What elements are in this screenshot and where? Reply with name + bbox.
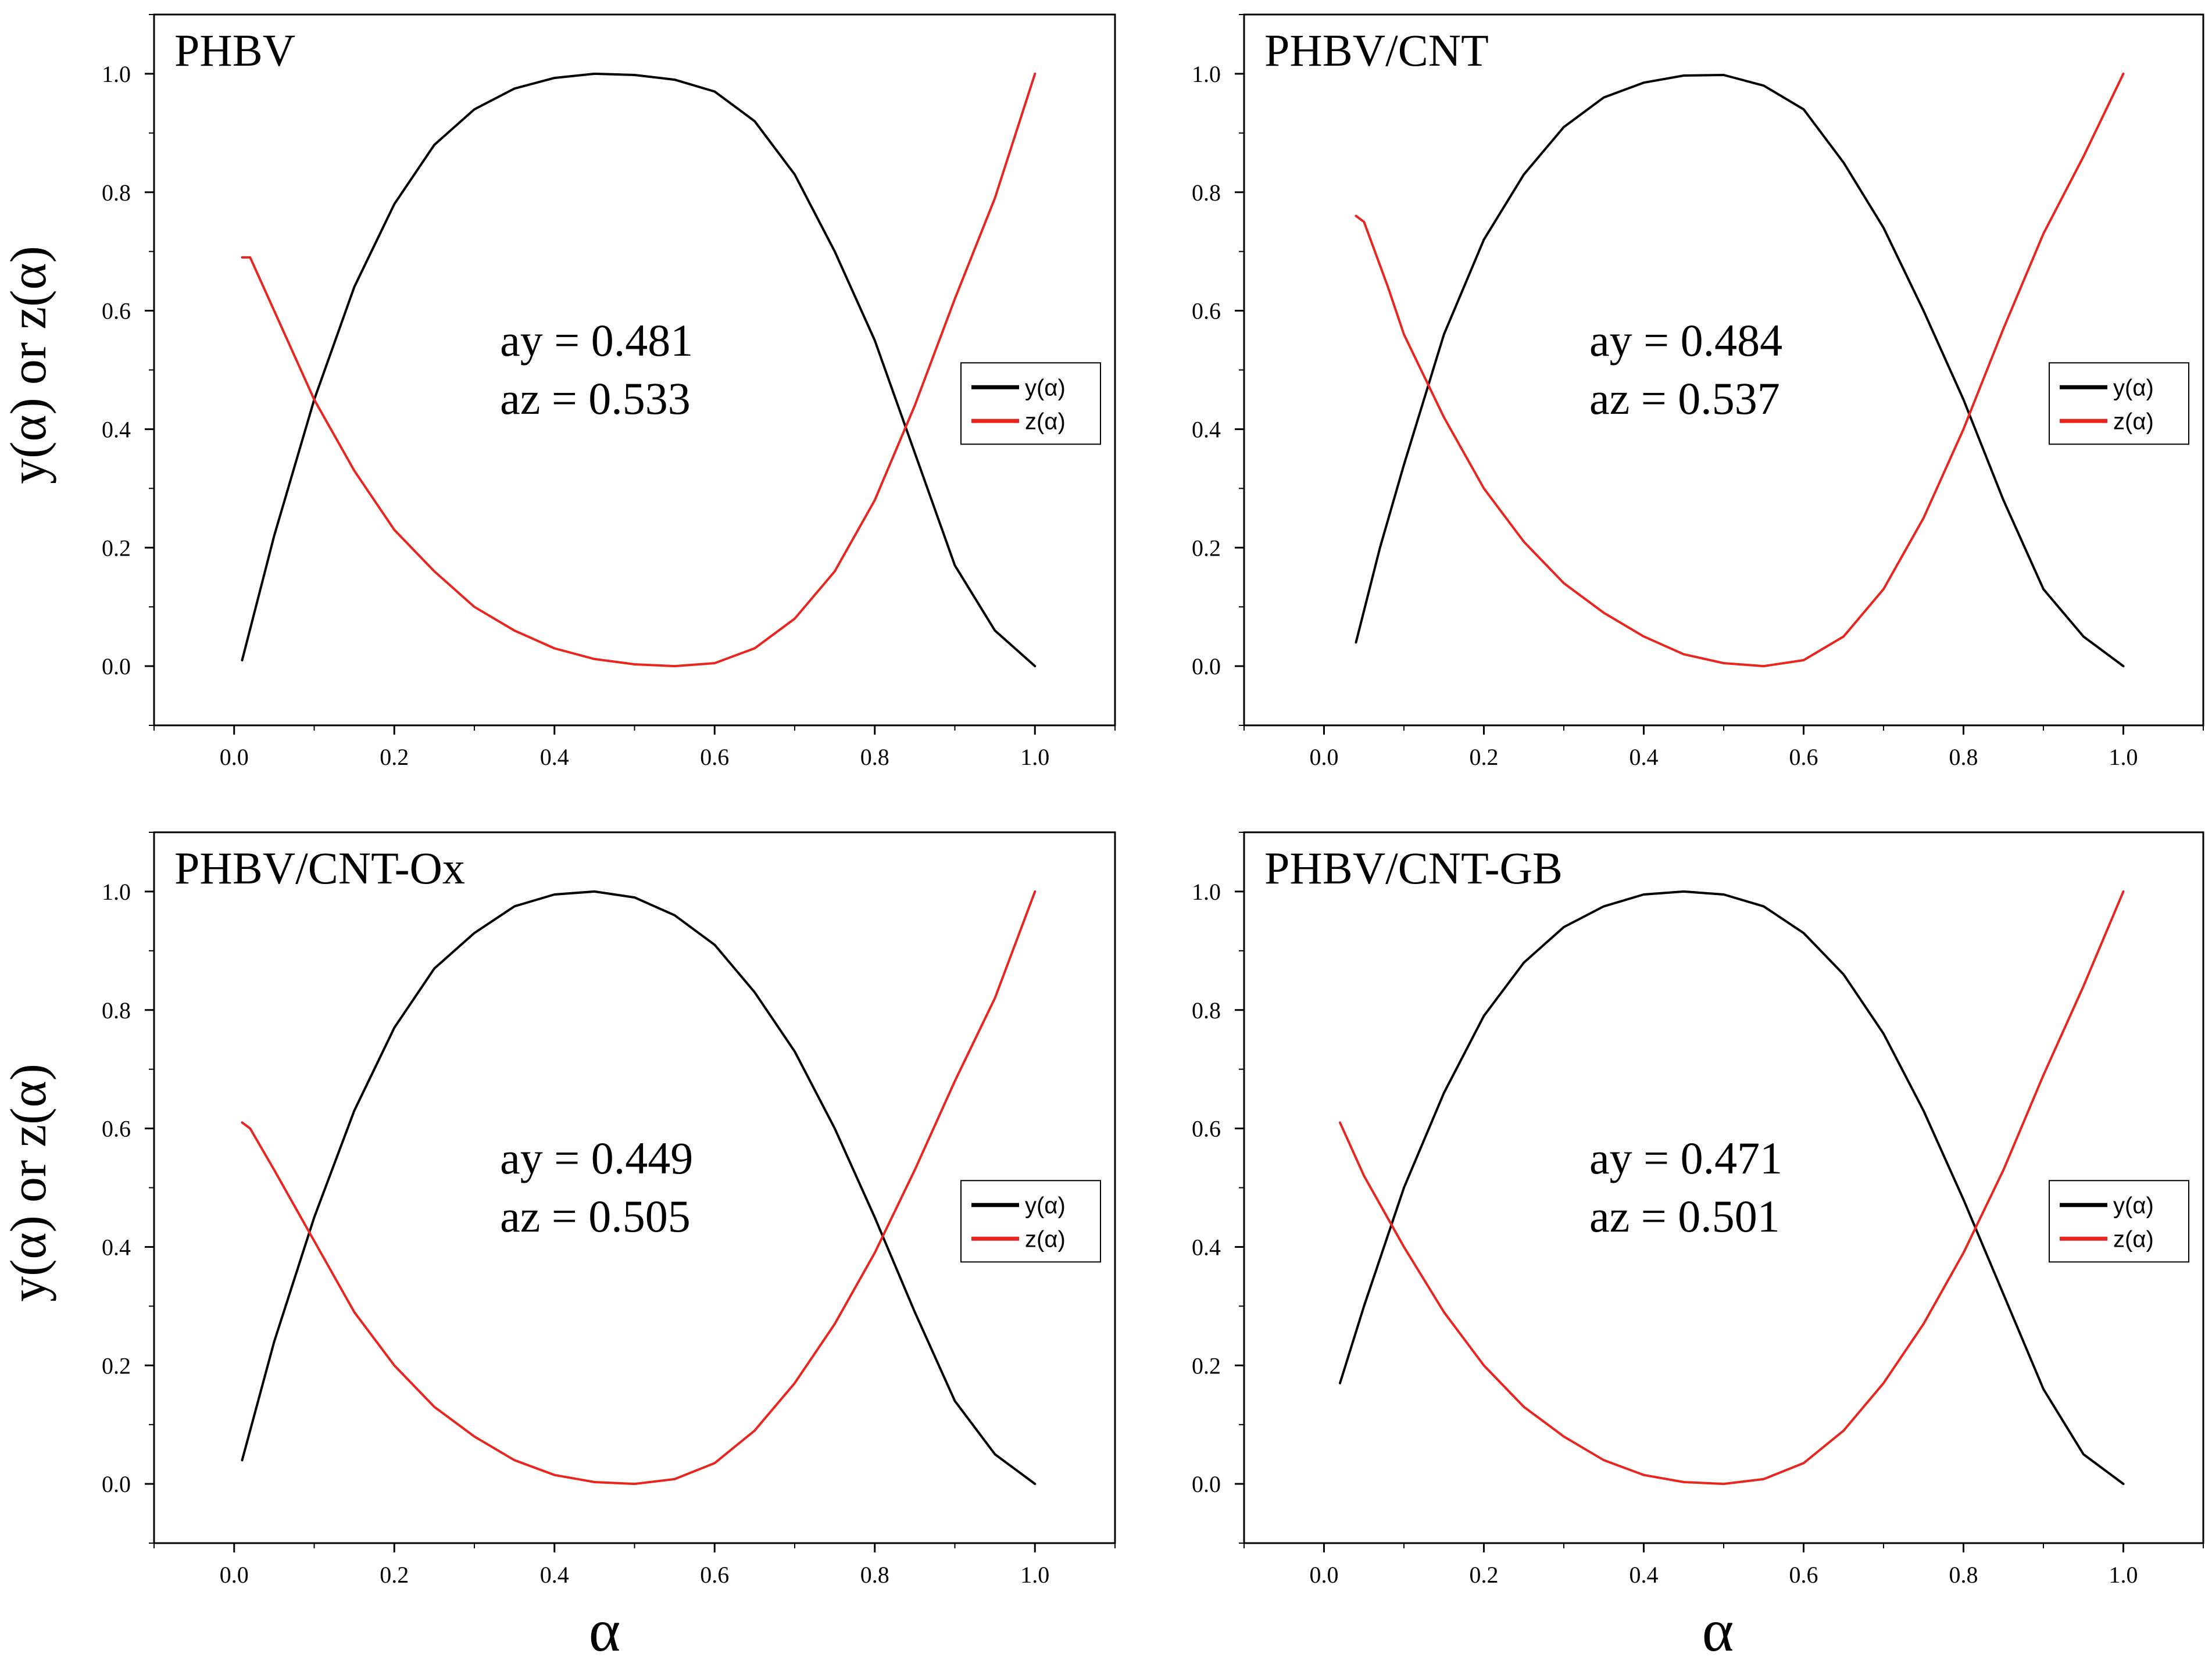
x-tick-label: 0.4	[540, 1562, 569, 1588]
x-axis-title-left: α	[589, 1597, 621, 1664]
series-y-line	[241, 72, 1037, 668]
legend-box	[2049, 1180, 2189, 1263]
panel-title: PHBV/CNT-GB	[1264, 843, 1563, 893]
legend-box	[960, 1180, 1101, 1263]
annotation-az: az = 0.537	[1589, 373, 1780, 424]
y-tick-label: 0.8	[1192, 997, 1221, 1024]
y-tick-label: 0.2	[102, 1352, 131, 1379]
panel-phbv: 0.0 0.2 0.4 0.6 0.8 1.0 0.0 0.2 0.4 0.6 0.8 1.0 PHBV…	[102, 13, 1116, 770]
x-tick-label: 1.0	[1020, 1562, 1049, 1588]
y-tick-label: 0.6	[1192, 1116, 1221, 1142]
x-tick-label: 0.8	[860, 744, 889, 770]
x-tick-label: 0.2	[1470, 744, 1499, 770]
x-tick-label: 0.6	[700, 1562, 729, 1588]
y-tick-label: 0.4	[1192, 416, 1221, 442]
series-z-line	[1355, 72, 2125, 668]
annotation-ay: ay = 0.471	[1589, 1133, 1782, 1183]
x-tick-label: 1.0	[2109, 1562, 2138, 1588]
panel-title: PHBV/CNT-Ox	[174, 843, 465, 893]
y-tick-label: 0.6	[102, 298, 131, 324]
x-tick-label: 0.0	[1310, 1562, 1339, 1588]
y-tick-label: 0.8	[102, 997, 131, 1024]
x-tick-label: 0.8	[860, 1562, 889, 1588]
panel-phbv-cnt: 0.0 0.2 0.4 0.6 0.8 1.0 0.0 0.2 0.4 0.6 0.8 1.0 PHBV…	[1192, 13, 2204, 770]
annotation-az: az = 0.505	[500, 1191, 691, 1241]
y-tick-label: 0.4	[102, 1234, 131, 1260]
series-z-line	[241, 890, 1037, 1486]
x-tick-label: 0.8	[1949, 1562, 1978, 1588]
annotation-ay: ay = 0.481	[500, 315, 693, 366]
legend-label-z: z(α)	[1025, 1226, 1066, 1252]
y-tick-label: 0.4	[1192, 1234, 1221, 1260]
legend-box	[960, 362, 1101, 445]
series-z-line	[241, 72, 1037, 668]
x-tick-label: 0.0	[1310, 744, 1339, 770]
legend: y(α) z(α)	[2049, 362, 2189, 445]
series-y-line	[241, 890, 1037, 1486]
y-tick-label: 0.2	[102, 535, 131, 561]
y-tick-label: 1.0	[1192, 879, 1221, 905]
y-tick-label: 0.6	[102, 1116, 131, 1142]
legend-label-y: y(α)	[2113, 375, 2154, 400]
legend-box	[2049, 362, 2189, 445]
x-tick-label: 0.6	[1789, 744, 1818, 770]
legend-label-y: y(α)	[1025, 1193, 1066, 1218]
series-z-line	[1339, 890, 2125, 1486]
legend: y(α) z(α)	[960, 362, 1101, 445]
panel-title: PHBV/CNT	[1264, 25, 1489, 76]
x-axis-title-right: α	[1702, 1597, 1734, 1664]
x-tick-label: 0.6	[700, 744, 729, 770]
y-tick-label: 0.6	[1192, 298, 1221, 324]
x-tick-label: 1.0	[1020, 744, 1049, 770]
x-tick-label: 0.4	[1629, 1562, 1659, 1588]
series-y-line	[1339, 890, 2125, 1486]
y-tick-label: 0.0	[1192, 1471, 1221, 1497]
legend: y(α) z(α)	[960, 1180, 1101, 1263]
x-tick-label: 0.6	[1789, 1562, 1818, 1588]
y-tick-label: 0.0	[1192, 653, 1221, 679]
y-tick-label: 1.0	[102, 61, 131, 87]
x-tick-label: 0.4	[1629, 744, 1659, 770]
y-tick-label: 0.0	[102, 653, 131, 679]
legend-label-y: y(α)	[2113, 1193, 2154, 1218]
y-axis-title-top: y(α) or z(α)	[1, 246, 57, 484]
y-axis-title-bottom: y(α) or z(α)	[1, 1064, 57, 1302]
annotation-ay: ay = 0.449	[500, 1133, 693, 1183]
x-tick-label: 0.4	[540, 744, 569, 770]
x-tick-label: 0.2	[1470, 1562, 1499, 1588]
annotation-az: az = 0.501	[1589, 1191, 1780, 1241]
series-y-line	[1355, 74, 2125, 668]
x-tick-label: 0.2	[380, 744, 409, 770]
annotation-az: az = 0.533	[500, 373, 691, 424]
legend-label-z: z(α)	[1025, 409, 1066, 434]
y-tick-label: 0.4	[102, 416, 131, 442]
legend: y(α) z(α)	[2049, 1180, 2189, 1263]
panel-phbv-cnt-gb: 0.0 0.2 0.4 0.6 0.8 1.0 0.0 0.2 0.4 0.6 0.8 1.0 PHBV…	[1192, 831, 2204, 1588]
panels-group: 0.0 0.2 0.4 0.6 0.8 1.0 0.0 0.2 0.4 0.6 0.8 1.0 PHBV…	[102, 13, 2204, 1588]
y-tick-label: 0.8	[1192, 180, 1221, 206]
y-tick-label: 0.0	[102, 1471, 131, 1497]
y-tick-label: 0.2	[1192, 1352, 1221, 1379]
legend-label-z: z(α)	[2113, 409, 2154, 434]
y-tick-label: 0.2	[1192, 535, 1221, 561]
y-tick-label: 1.0	[1192, 61, 1221, 87]
panel-phbv-cnt-ox: 0.0 0.2 0.4 0.6 0.8 1.0 0.0 0.2 0.4 0.6 0.8 1.0 PHBV…	[102, 831, 1116, 1588]
x-tick-label: 1.0	[2109, 744, 2138, 770]
x-tick-label: 0.8	[1949, 744, 1978, 770]
x-tick-label: 0.0	[220, 744, 249, 770]
panel-title: PHBV	[174, 25, 295, 76]
x-tick-label: 0.2	[380, 1562, 409, 1588]
y-tick-label: 0.8	[102, 180, 131, 206]
legend-label-z: z(α)	[2113, 1226, 2154, 1252]
legend-label-y: y(α)	[1025, 375, 1066, 400]
y-tick-label: 1.0	[102, 879, 131, 905]
x-tick-label: 0.0	[220, 1562, 249, 1588]
annotation-ay: ay = 0.484	[1589, 315, 1782, 366]
